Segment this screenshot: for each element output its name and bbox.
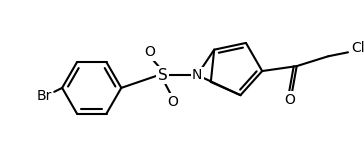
Text: Br: Br: [37, 89, 52, 103]
Text: S: S: [158, 68, 167, 83]
Text: O: O: [284, 93, 295, 107]
Text: Cl: Cl: [351, 41, 364, 55]
Text: O: O: [145, 45, 155, 59]
Text: O: O: [167, 95, 178, 109]
Text: N: N: [192, 68, 202, 82]
